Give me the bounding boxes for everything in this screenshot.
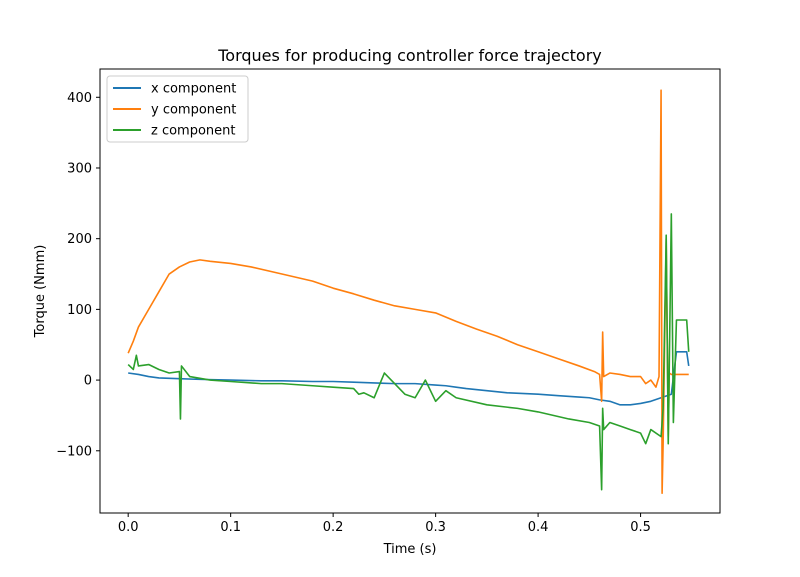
x-tick-label: 0.0	[118, 520, 139, 535]
chart-title: Torques for producing controller force t…	[217, 46, 602, 65]
y-tick-label: 0	[84, 374, 92, 389]
series-line-1	[128, 350, 690, 406]
y-tick-label: 100	[67, 303, 92, 318]
plot-frame	[99, 68, 721, 514]
plot-lines	[127, 89, 690, 495]
y-tick-label: 400	[67, 91, 92, 106]
y-axis-ticks: −100 0 100 200 300 400	[56, 91, 100, 459]
x-tick-label: 0.4	[528, 520, 549, 535]
series-line-2	[127, 89, 689, 495]
legend-box	[106, 75, 249, 143]
legend: x component y component z component	[106, 75, 249, 143]
x-tick-label: 0.3	[425, 520, 446, 535]
x-axis-label: Time (s)	[383, 542, 437, 557]
legend-label-3: z component	[151, 124, 236, 139]
x-tick-label: 0.2	[323, 520, 344, 535]
x-tick-label: 0.5	[630, 520, 651, 535]
legend-label-1: x component	[151, 82, 236, 97]
y-tick-label: 300	[67, 161, 92, 176]
legend-label-2: y component	[151, 103, 236, 118]
x-axis-ticks: 0.0 0.1 0.2 0.3 0.4 0.5	[118, 513, 651, 535]
y-tick-label: 200	[67, 232, 92, 247]
y-axis-label: Torque (Nmm)	[33, 245, 48, 339]
y-tick-label: −100	[56, 444, 92, 459]
series-line-3	[127, 213, 690, 491]
x-tick-label: 0.1	[220, 520, 241, 535]
